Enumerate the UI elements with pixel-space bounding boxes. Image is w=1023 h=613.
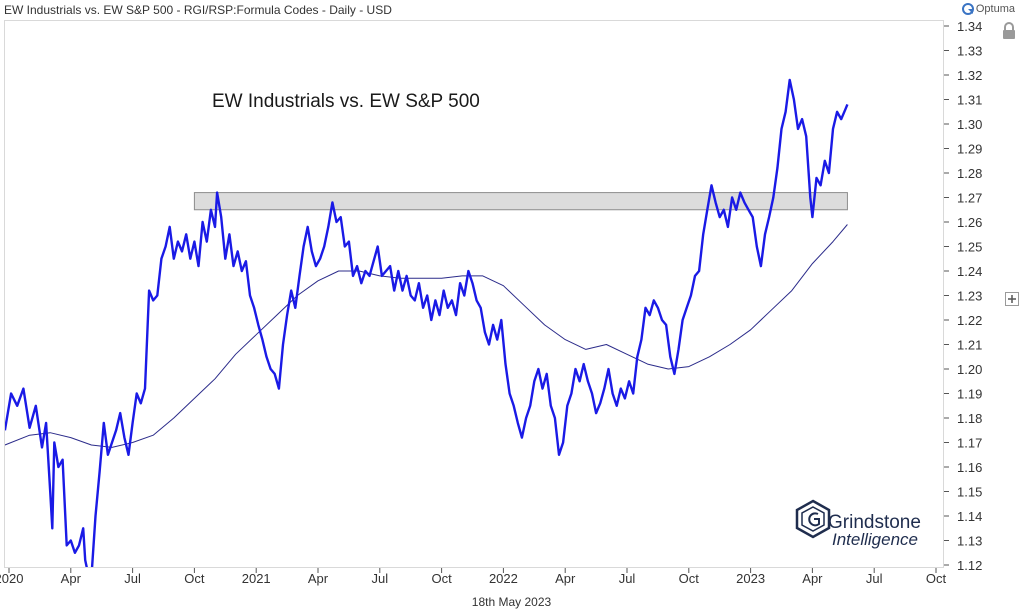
y-axis-tick-label: 1.16 <box>957 460 982 475</box>
plot-area <box>4 20 944 568</box>
y-axis-tick-label: 1.13 <box>957 534 982 549</box>
y-axis-tick-label: 1.17 <box>957 436 982 451</box>
y-axis-tick-label: 1.27 <box>957 191 982 206</box>
y-axis-tick-label: 1.31 <box>957 93 982 108</box>
y-axis-tick-label: 1.23 <box>957 289 982 304</box>
y-axis-tick-label: 1.18 <box>957 411 982 426</box>
x-axis-tick-label: 2020 <box>0 571 23 586</box>
x-axis-tick-label: Oct <box>184 571 205 586</box>
x-axis-tick-label: Oct <box>431 571 452 586</box>
y-axis-tick-label: 1.26 <box>957 215 982 230</box>
y-axis-tick-label: 1.33 <box>957 44 982 59</box>
y-axis-tick-label: 1.20 <box>957 362 982 377</box>
y-axis-tick-label: 1.14 <box>957 509 982 524</box>
y-axis-tick-label: 1.12 <box>957 558 982 573</box>
x-axis-tick-label: Jul <box>124 571 141 586</box>
chart-title: EW Industrials vs. EW S&P 500 <box>212 91 480 112</box>
x-axis-tick-label: Apr <box>308 571 329 586</box>
y-axis-tick-label: 1.22 <box>957 313 982 328</box>
grindstone-watermark: Grindstone Intelligence <box>795 499 921 549</box>
expand-plus-icon[interactable] <box>1005 292 1019 306</box>
brand-logo: Optuma <box>961 3 1015 15</box>
y-axis-tick-label: 1.34 <box>957 19 982 34</box>
x-axis-tick-label: Oct <box>679 571 700 586</box>
y-axis-tick-label: 1.19 <box>957 387 982 402</box>
y-axis-tick-label: 1.24 <box>957 264 982 279</box>
x-axis-tick-label: Apr <box>555 571 576 586</box>
x-axis-tick-label: Jul <box>619 571 636 586</box>
x-axis-tick-label: Oct <box>926 571 947 586</box>
y-axis-tick-label: 1.21 <box>957 338 982 353</box>
watermark-line-2: Intelligence <box>832 530 918 549</box>
y-axis-tick-label: 1.15 <box>957 485 982 500</box>
y-axis-tick-label: 1.25 <box>957 240 982 255</box>
price-ratio-line <box>5 78 849 567</box>
x-axis-tick-label: 2021 <box>242 571 271 586</box>
lock-icon[interactable] <box>1001 22 1017 40</box>
moving-average-line <box>5 224 848 448</box>
grindstone-logo-icon <box>795 499 831 539</box>
y-axis-tick-label: 1.30 <box>957 117 982 132</box>
y-axis-tick-label: 1.29 <box>957 142 982 157</box>
brand-name: Optuma <box>975 3 1015 15</box>
optuma-logo-icon <box>961 3 974 15</box>
chart-header: EW Industrials vs. EW S&P 500 - RGI/RSP:… <box>0 0 1023 20</box>
x-axis-tick-label: Apr <box>61 571 82 586</box>
x-axis-tick-label: Jul <box>371 571 388 586</box>
chart-header-title: EW Industrials vs. EW S&P 500 - RGI/RSP:… <box>4 3 392 17</box>
x-axis-tick-label: 2022 <box>489 571 518 586</box>
y-axis-tick-label: 1.28 <box>957 166 982 181</box>
resistance-zone <box>193 192 848 211</box>
watermark-line-1: Grindstone <box>828 512 921 533</box>
x-axis-tick-label: Apr <box>802 571 823 586</box>
x-axis-tick-label: Jul <box>866 571 883 586</box>
y-axis-tick-label: 1.32 <box>957 68 982 83</box>
date-label: 18th May 2023 <box>471 595 552 609</box>
x-axis-tick-label: 2023 <box>736 571 765 586</box>
